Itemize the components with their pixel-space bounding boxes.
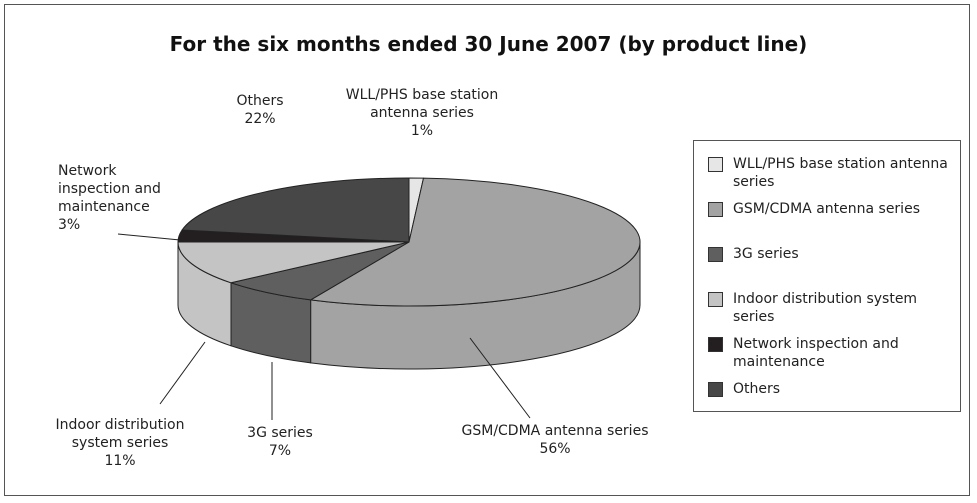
legend: WLL/PHS base station antenna series GSM/C… — [693, 140, 961, 412]
slice-label: GSM/CDMA antenna series 56% — [460, 422, 650, 458]
frame — [4, 4, 970, 496]
legend-label: WLL/PHS base station antenna series — [733, 156, 948, 190]
slice-label-name: WLL/PHS base station antenna series — [345, 87, 499, 121]
slice — [230, 241, 410, 301]
legend-item: 3G series — [708, 245, 950, 290]
slice-label: Indoor distribution system series 11% — [50, 416, 190, 470]
leader-line — [117, 233, 181, 241]
slice-label: 3G series 7% — [230, 424, 330, 460]
slice-label-name: Others — [236, 93, 284, 109]
legend-label: Others — [733, 381, 781, 397]
chart-title: For the six months ended 30 June 2007 (b… — [169, 32, 808, 56]
slice-label-value: 11% — [104, 453, 136, 469]
slice-label-name: Indoor distribution system series — [55, 417, 185, 451]
slice-label-name: Network inspection and maintenance — [58, 163, 161, 215]
legend-label: Indoor distribution system series — [733, 291, 918, 325]
legend-swatch — [708, 202, 723, 217]
legend-swatch — [708, 337, 723, 352]
legend-label: GSM/CDMA antenna series — [733, 201, 920, 217]
slice-label-value: 56% — [539, 441, 571, 457]
slice — [310, 177, 641, 307]
legend-swatch — [708, 382, 723, 397]
slice-label-value: 22% — [244, 111, 276, 127]
legend-item: GSM/CDMA antenna series — [708, 200, 950, 245]
slice — [177, 241, 410, 284]
slice-label-value: 1% — [410, 123, 434, 139]
legend-item: Indoor distribution system series — [708, 290, 950, 335]
legend-item: WLL/PHS base station antenna series — [708, 155, 950, 200]
leader-line — [469, 337, 531, 419]
slice-label: Network inspection and maintenance 3% — [58, 162, 183, 234]
slice-label: Others 22% — [215, 92, 305, 128]
slice-label-value: 3% — [58, 217, 81, 233]
legend-swatch — [708, 247, 723, 262]
slice-label-value: 7% — [268, 443, 292, 459]
legend-item: Network inspection and maintenance — [708, 335, 950, 380]
slice-label-name: 3G series — [247, 425, 313, 441]
slice-label: WLL/PHS base station antenna series 1% — [337, 86, 507, 140]
legend-label: 3G series — [733, 246, 799, 262]
leader-line — [159, 341, 206, 405]
legend-item: Others — [708, 380, 950, 425]
legend-label: Network inspection and maintenance — [733, 336, 899, 370]
slice-label-name: GSM/CDMA antenna series — [461, 423, 649, 439]
legend-swatch — [708, 292, 723, 307]
slice — [181, 177, 410, 243]
legend-swatch — [708, 157, 723, 172]
